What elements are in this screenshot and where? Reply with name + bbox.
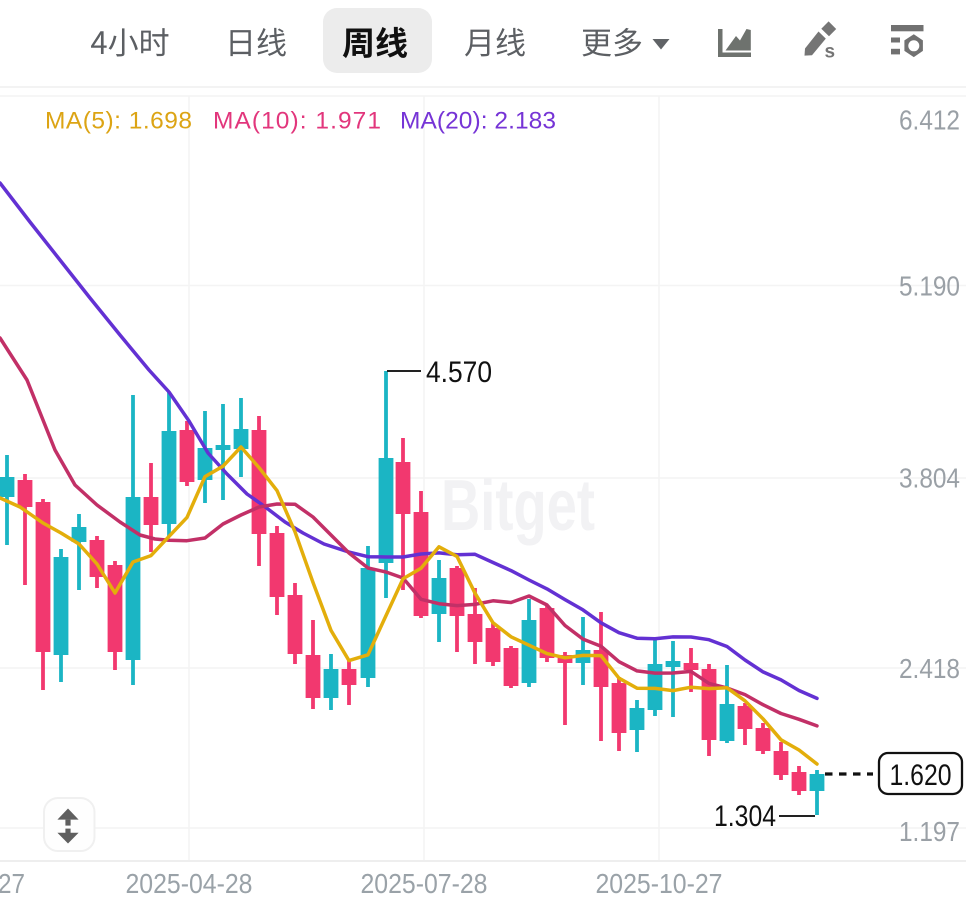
svg-text:MA(5): 1.698: MA(5): 1.698	[45, 108, 192, 135]
svg-text:5.190: 5.190	[899, 271, 960, 302]
svg-text:1.197: 1.197	[899, 816, 960, 847]
svg-text:MA(20): 2.183: MA(20): 2.183	[400, 108, 556, 135]
svg-text:2025-04-28: 2025-04-28	[126, 868, 253, 899]
svg-text:27: 27	[0, 868, 25, 899]
svg-text:MA(10): 1.971: MA(10): 1.971	[213, 108, 381, 135]
svg-text:4.570: 4.570	[426, 356, 492, 389]
svg-text:1.620: 1.620	[890, 759, 952, 792]
svg-text:Bitget: Bitget	[441, 466, 595, 546]
svg-text:6.412: 6.412	[899, 104, 960, 135]
svg-text:3.804: 3.804	[899, 463, 960, 494]
svg-text:s: s	[825, 42, 836, 63]
svg-text:2.418: 2.418	[899, 653, 960, 684]
svg-text:1.304: 1.304	[714, 800, 776, 833]
svg-text:2025-07-28: 2025-07-28	[361, 868, 488, 899]
svg-text:2025-10-27: 2025-10-27	[596, 868, 723, 899]
